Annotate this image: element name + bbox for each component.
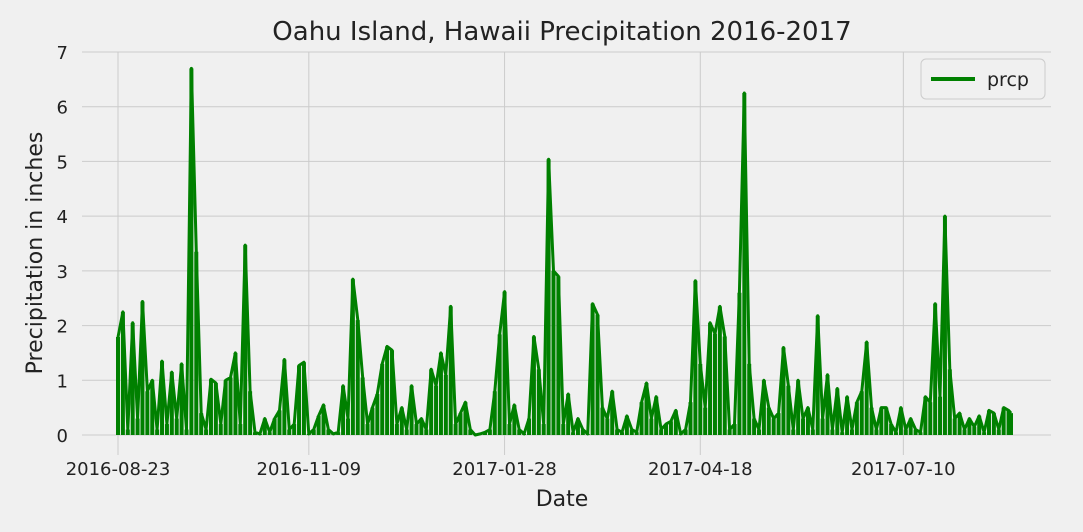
legend: prcp xyxy=(920,58,1046,100)
y-tick-label: 4 xyxy=(57,207,68,228)
y-axis-label: Precipitation in inches xyxy=(23,132,48,375)
y-tick-labels: 0 1 2 3 4 5 6 7 xyxy=(57,43,68,447)
y-tick-label: 5 xyxy=(57,152,68,173)
x-tick-label: 2017-04-18 xyxy=(648,459,753,480)
y-tick-label: 0 xyxy=(57,426,68,447)
y-tick-label: 7 xyxy=(57,43,68,64)
series-line-prcp xyxy=(116,66,1013,437)
x-tick-labels: 2016-08-23 2016-11-09 2017-01-28 2017-04-18… xyxy=(66,459,956,480)
x-tick-label: 2016-11-09 xyxy=(257,459,362,480)
y-tick-label: 6 xyxy=(57,98,68,119)
y-tick-label: 3 xyxy=(57,262,68,283)
legend-label: prcp xyxy=(987,69,1029,91)
x-tick-label: 2017-07-10 xyxy=(851,459,956,480)
y-tick-label: 2 xyxy=(57,317,68,338)
legend-box xyxy=(920,58,1046,100)
x-tick-label: 2016-08-23 xyxy=(66,459,171,480)
series-layer xyxy=(116,66,1013,437)
x-tick-label: 2017-01-28 xyxy=(452,459,557,480)
y-tick-label: 1 xyxy=(57,371,68,392)
chart-title: Oahu Island, Hawaii Precipitation 2016-2… xyxy=(272,17,851,47)
x-axis-label: Date xyxy=(536,487,589,512)
